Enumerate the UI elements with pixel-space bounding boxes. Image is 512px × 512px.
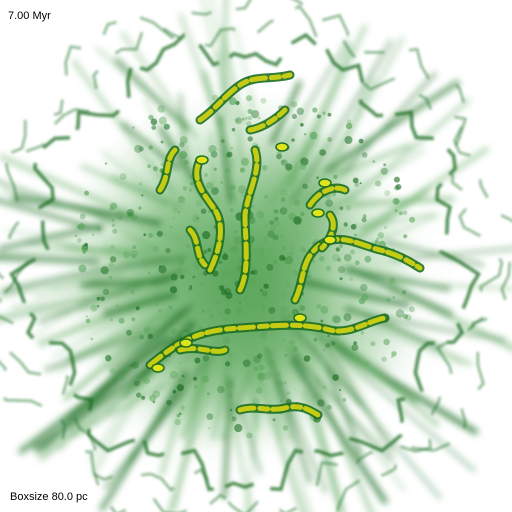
dense-clumps-layer	[145, 70, 425, 420]
clumpy-texture-layer	[74, 94, 416, 439]
time-label: 7.00 Myr	[8, 10, 51, 22]
boxsize-label: Boxsize 80.0 pc	[10, 491, 88, 503]
